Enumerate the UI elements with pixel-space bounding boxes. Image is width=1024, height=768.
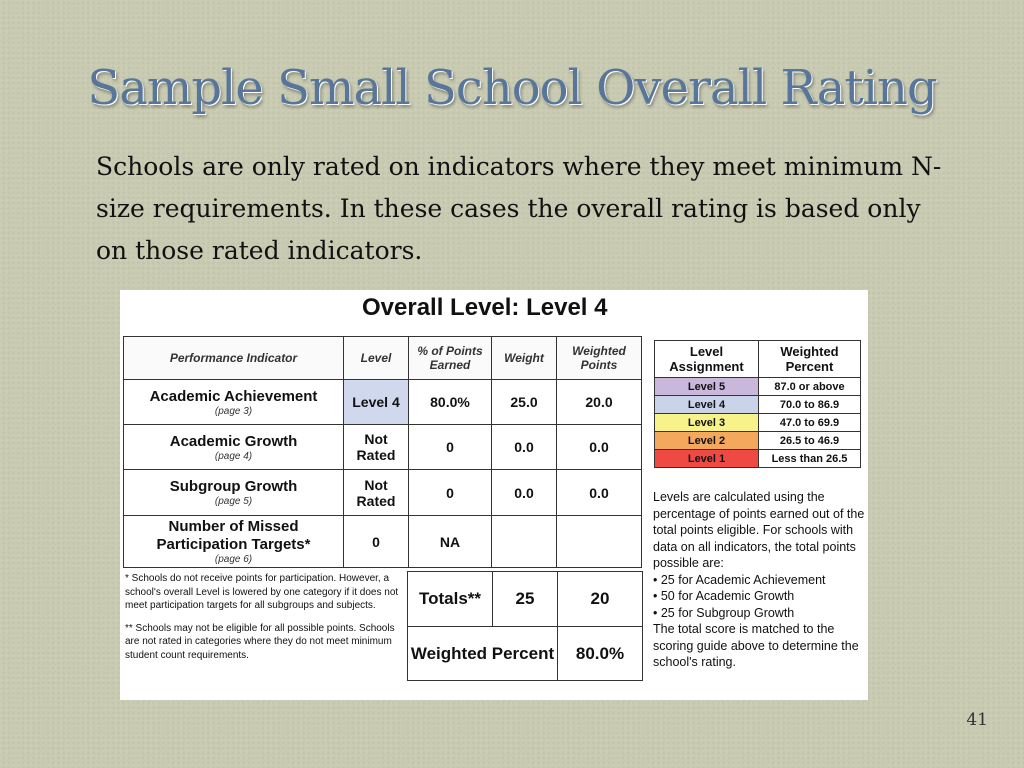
table-row: Number of Missed Participation Targets*(… — [123, 515, 642, 568]
level-name: Level 3 — [654, 413, 759, 432]
level-cell: 0 — [343, 515, 409, 568]
indicator-name: Academic Growth — [169, 432, 298, 450]
level-cell: Level 4 — [343, 379, 409, 425]
points-cell: 0.0 — [556, 424, 642, 470]
points-cell: 20.0 — [556, 379, 642, 425]
header-level: Level — [343, 336, 409, 380]
header-pct-earned: % of Points Earned — [408, 336, 492, 380]
level-range: 47.0 to 69.9 — [758, 413, 861, 432]
level-row-5: Level 5 87.0 or above — [654, 377, 861, 396]
indicator-name: Subgroup Growth — [169, 478, 298, 495]
table-row: Academic Growth (page 4) Not Rated 0 0.0 … — [123, 424, 642, 470]
footnotes: * Schools do not receive points for part… — [125, 572, 407, 671]
points-cell — [556, 515, 642, 568]
pct-cell: 80.0% — [408, 379, 492, 425]
description-bullet: • 25 for Academic Achievement — [653, 572, 826, 587]
table-row: Academic Achievement (page 3) Level 4 80.… — [123, 379, 642, 425]
totals-table: Totals** 25 20 Weighted Percent 80.0% — [407, 571, 643, 681]
indicator-cell: Academic Achievement (page 3) — [123, 379, 344, 425]
weighted-percent-label: Weighted Percent — [407, 626, 558, 681]
slide-number: 41 — [966, 710, 988, 730]
level-assignment-table: Level Assignment Weighted Percent Level … — [654, 340, 861, 468]
indicator-cell: Academic Growth (page 4) — [123, 424, 344, 470]
weight-cell: 0.0 — [491, 469, 557, 516]
description-bullet: • 50 for Academic Growth — [653, 589, 795, 603]
level-row-4: Level 4 70.0 to 86.9 — [654, 395, 861, 414]
totals-weight: 25 — [492, 571, 558, 627]
header-level-assignment: Level Assignment — [654, 340, 759, 378]
weight-cell: 25.0 — [491, 379, 557, 425]
indicator-page: (page 5) — [214, 496, 253, 507]
level-range: 26.5 to 46.9 — [758, 431, 861, 450]
level-table-header: Level Assignment Weighted Percent — [654, 340, 861, 378]
level-range: Less than 26.5 — [758, 449, 861, 468]
indicator-table: Performance Indicator Level % of Points … — [123, 336, 642, 568]
indicator-cell: Subgroup Growth (page 5) — [123, 469, 344, 516]
totals-label: Totals** — [407, 571, 493, 627]
indicator-name: Academic Achievement — [149, 387, 318, 405]
slide-intro-text: Schools are only rated on indicators whe… — [96, 152, 942, 265]
weighted-percent-row: Weighted Percent 80.0% — [407, 626, 643, 681]
weight-cell: 0.0 — [491, 424, 557, 470]
pct-cell: NA — [408, 515, 492, 568]
weighted-percent-value: 80.0% — [557, 626, 643, 681]
indicator-page: (page 4) — [214, 450, 253, 462]
indicator-cell: Number of Missed Participation Targets*(… — [123, 515, 344, 568]
level-cell: Not Rated — [343, 469, 409, 516]
totals-row: Totals** 25 20 — [407, 571, 643, 627]
table-row: Subgroup Growth (page 5) Not Rated 0 0.0 … — [123, 469, 642, 516]
footnote-participation: * Schools do not receive points for part… — [125, 573, 399, 611]
level-name: Level 4 — [654, 395, 759, 414]
level-row-2: Level 2 26.5 to 46.9 — [654, 431, 861, 450]
indicator-page: (page 6) — [214, 554, 253, 565]
overall-level-title: Overall Level: Level 4 — [362, 294, 608, 321]
description-bullet: • 25 for Subgroup Growth — [653, 605, 795, 620]
level-name: Level 2 — [654, 431, 759, 450]
pct-cell: 0 — [408, 469, 492, 516]
header-weight: Weight — [491, 336, 557, 380]
description-para2: The total score is matched to the scorin… — [653, 622, 859, 669]
indicator-name: Number of Missed Participation Targets* — [156, 518, 311, 553]
level-range: 87.0 or above — [758, 377, 861, 396]
weight-cell — [491, 515, 557, 568]
level-row-3: Level 3 47.0 to 69.9 — [654, 413, 861, 432]
level-description: Levels are calculated using the percenta… — [653, 489, 868, 671]
header-indicator: Performance Indicator — [123, 336, 344, 380]
level-cell: Not Rated — [343, 424, 409, 470]
points-cell: 0.0 — [556, 469, 642, 516]
rating-panel: Overall Level: Level 4 Performance Indic… — [120, 290, 868, 700]
footnote-eligibility: ** Schools may not be eligible for all p… — [125, 622, 395, 661]
level-range: 70.0 to 86.9 — [758, 395, 861, 414]
pct-cell: 0 — [408, 424, 492, 470]
totals-points: 20 — [557, 571, 643, 627]
indicator-page: (page 3) — [214, 405, 253, 417]
level-name: Level 5 — [654, 377, 759, 396]
indicator-table-header: Performance Indicator Level % of Points … — [123, 336, 642, 380]
level-name: Level 1 — [654, 449, 759, 468]
header-weighted-points: Weighted Points — [556, 336, 642, 380]
level-row-1: Level 1 Less than 26.5 — [654, 449, 861, 468]
description-para1: Levels are calculated using the percenta… — [653, 490, 865, 570]
slide-title: Sample Small School Overall Rating — [87, 60, 937, 116]
header-weighted-percent: Weighted Percent — [758, 340, 861, 378]
